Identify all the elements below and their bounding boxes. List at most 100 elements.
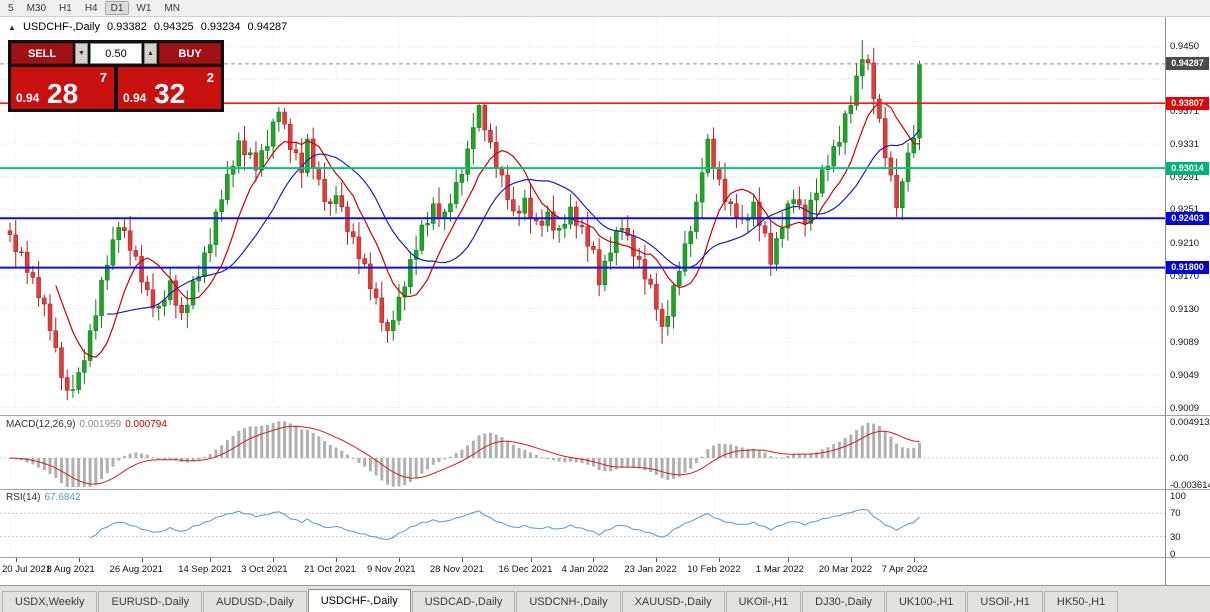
- date-tick: [141, 558, 143, 562]
- sell-button[interactable]: SELL: [11, 43, 73, 64]
- symbol-tabbar: USDX,Weekly EURUSD-,Daily AUDUSD-,Daily USD…: [0, 585, 1210, 612]
- price-axis-label: 0.9210: [1170, 238, 1200, 250]
- rsi-value: 67.6842: [44, 492, 81, 503]
- price-axis-border: [1165, 17, 1166, 585]
- timeframe-button-5[interactable]: 5: [2, 1, 20, 15]
- price-level-tag-support-2: 0.92403: [1166, 211, 1209, 225]
- date-tick: [78, 558, 80, 562]
- ma-fast-line: [55, 101, 920, 358]
- date-label: 20 Mar 2022: [818, 564, 873, 575]
- date-tick: [656, 558, 658, 562]
- date-label: 21 Oct 2021: [304, 564, 356, 575]
- symbol-tab[interactable]: XAUUSD-,Daily: [621, 591, 725, 612]
- ohlc-info: ▲ USDCHF-,Daily 0.93382 0.94325 0.93234 …: [8, 21, 291, 33]
- panel-separator[interactable]: [0, 489, 1210, 490]
- timeframe-button-mn[interactable]: MN: [158, 1, 186, 15]
- macd-signal-value: 0.000794: [125, 419, 167, 430]
- price-axis-label: 0.9049: [1170, 369, 1200, 381]
- rsi-axis-label: 70: [1170, 508, 1181, 520]
- macd-name: MACD(12,26,9): [6, 419, 76, 430]
- timeframe-button-h1[interactable]: H1: [53, 1, 78, 15]
- symbol-tab[interactable]: EURUSD-,Daily: [98, 591, 203, 612]
- macd-signal-line: [9, 425, 920, 485]
- volume-increase-button[interactable]: ▲: [144, 43, 157, 64]
- date-label: 23 Jan 2022: [624, 564, 677, 575]
- macd-panel-canvas[interactable]: [0, 416, 1165, 489]
- timeframe-button-d1[interactable]: D1: [104, 1, 130, 15]
- buy-button[interactable]: BUY: [159, 43, 221, 64]
- date-label: 16 Dec 2021: [498, 564, 553, 575]
- sell-price-big: 28: [47, 78, 79, 109]
- caret-up-icon: ▲: [147, 50, 154, 57]
- price-level-tag-current-price: 0.94287: [1166, 57, 1209, 71]
- ma-slow-line: [107, 129, 920, 315]
- symbol-tab[interactable]: USDCNH-,Daily: [516, 591, 621, 612]
- price-axis-label: 0.9130: [1170, 303, 1200, 315]
- date-label: 10 Feb 2022: [687, 564, 741, 575]
- rsi-name: RSI(14): [6, 492, 41, 503]
- caret-down-icon: ▼: [78, 50, 85, 57]
- sell-price-tile[interactable]: 0.94 28 7: [11, 67, 114, 109]
- open-value: 0.93382: [107, 21, 147, 33]
- date-label: 20 Jul 2021: [2, 564, 52, 575]
- rsi-panel-canvas[interactable]: [0, 490, 1165, 557]
- buy-price-tile[interactable]: 0.94 32 2: [118, 67, 221, 109]
- price-axis-label: 0.9291: [1170, 171, 1200, 183]
- macd-axis-label: 0.004913: [1170, 416, 1210, 428]
- date-tick: [850, 558, 852, 562]
- panel-separator: [0, 557, 1210, 558]
- date-label: 7 Apr 2022: [881, 564, 928, 575]
- buy-price-big: 32: [154, 78, 186, 109]
- sell-price-pip: 7: [99, 70, 107, 85]
- rsi-axis-label: 100: [1170, 491, 1186, 502]
- date-tick: [210, 558, 212, 562]
- price-axis-label: 0.9331: [1170, 138, 1200, 150]
- date-tick: [787, 558, 789, 562]
- rsi-line: [89, 508, 920, 541]
- symbol-tab[interactable]: DJ30-,Daily: [802, 591, 885, 612]
- date-tick: [593, 558, 595, 562]
- symbol-tab[interactable]: UK100-,H1: [885, 591, 967, 612]
- date-tick: [461, 558, 463, 562]
- timeframe-button-h4[interactable]: H4: [79, 1, 104, 15]
- symbol-tab[interactable]: USDCAD-,Daily: [411, 591, 516, 612]
- buy-price-prefix: 0.94: [123, 91, 147, 105]
- symbol-tab[interactable]: USDX,Weekly: [2, 591, 98, 612]
- date-label: 1 Mar 2022: [755, 564, 804, 575]
- date-label: 8 Aug 2021: [46, 564, 95, 575]
- timeframe-toolbar: 5 M30 H1 H4 D1 W1 MN: [0, 0, 1210, 17]
- timeframe-button-w1[interactable]: W1: [130, 1, 157, 15]
- date-label: 3 Oct 2021: [241, 564, 288, 575]
- price-axis-label: 0.9170: [1170, 270, 1200, 282]
- symbol-marker-icon: ▲: [8, 23, 16, 32]
- symbol-tab[interactable]: HK50-,H1: [1043, 591, 1119, 612]
- buy-price-pip: 2: [206, 70, 214, 85]
- symbol-tab[interactable]: UKOil-,H1: [725, 591, 802, 612]
- panel-separator[interactable]: [0, 415, 1210, 416]
- low-value: 0.93234: [200, 21, 241, 33]
- date-axis[interactable]: 20 Jul 2021 8 Aug 2021 26 Aug 2021 14 Sep 2…: [0, 558, 1165, 585]
- candles-layer: [7, 39, 922, 401]
- rsi-label: RSI(14) 67.6842: [6, 492, 81, 503]
- macd-label: MACD(12,26,9) 0.001959 0.000794: [6, 419, 167, 430]
- rsi-axis-label: 0: [1170, 549, 1176, 560]
- symbol-tab[interactable]: AUDUSD-,Daily: [203, 591, 307, 612]
- symbol-tab[interactable]: USDCHF-,Daily: [307, 589, 411, 612]
- price-axis-label: 0.9251: [1170, 204, 1200, 216]
- volume-input[interactable]: [90, 43, 142, 64]
- price-axis-label: 0.9371: [1170, 106, 1200, 118]
- price-axis-label: 0.9009: [1170, 402, 1200, 414]
- volume-decrease-button[interactable]: ▼: [75, 43, 88, 64]
- date-label: 28 Nov 2021: [429, 564, 484, 575]
- price-axis-label: 0.9450: [1170, 41, 1200, 53]
- date-tick: [15, 558, 17, 562]
- date-tick: [273, 558, 275, 562]
- price-level-tag-support-3: 0.91800: [1166, 261, 1209, 275]
- macd-axis-label: 0.00: [1170, 453, 1189, 464]
- date-tick: [530, 558, 532, 562]
- price-axis-label: 0.9089: [1170, 337, 1200, 349]
- symbol-tab[interactable]: USOil-,H1: [967, 591, 1043, 612]
- rsi-axis-label: 30: [1170, 531, 1181, 543]
- date-label: 4 Jan 2022: [561, 564, 609, 575]
- timeframe-button-m30[interactable]: M30: [21, 1, 52, 15]
